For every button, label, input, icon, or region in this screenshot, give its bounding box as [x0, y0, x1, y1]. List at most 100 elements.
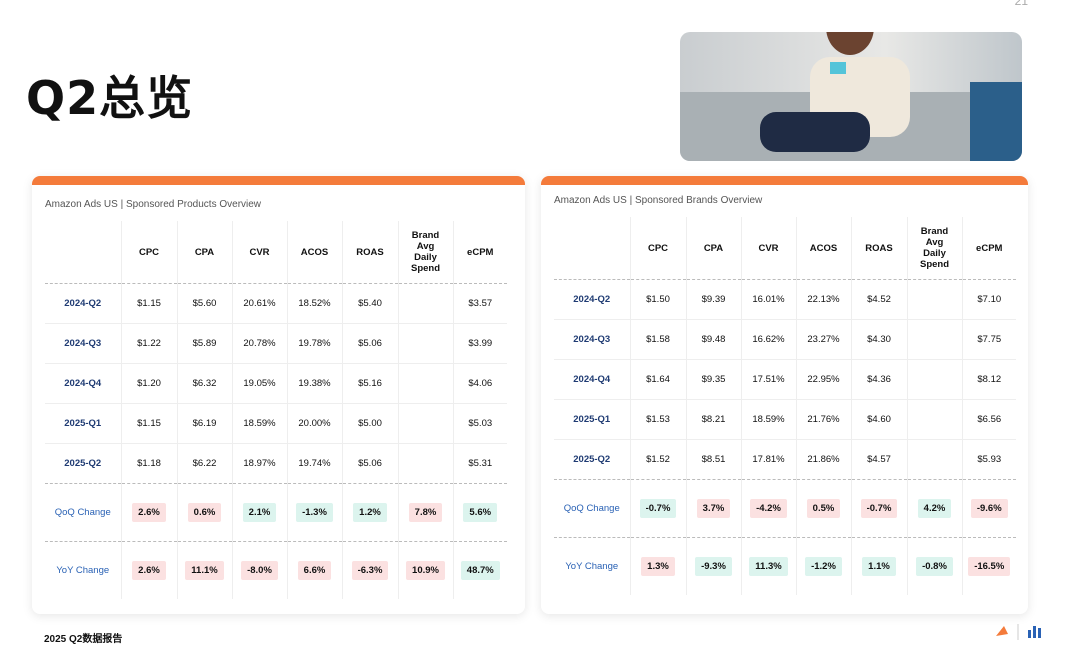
- change-badge: 1.1%: [862, 557, 896, 576]
- cell: -0.8%: [907, 537, 963, 595]
- cell: $1.58: [630, 319, 687, 360]
- cell: [398, 443, 454, 484]
- cell: 22.13%: [796, 279, 852, 320]
- cell: -1.3%: [287, 483, 343, 542]
- cell: 19.78%: [287, 323, 343, 364]
- table-row: 2024-Q3 $1.58 $9.48 16.62% 23.27% $4.30 $7.75: [554, 319, 1016, 360]
- table: CPC CPA CVR ACOS ROAS Brand Avg Daily Spend eC…: [554, 217, 1016, 595]
- cell: -0.7%: [630, 479, 687, 538]
- change-row: YoY Change 2.6% 11.1% -8.0% 6.6% -6.3% 10.9% 48…: [45, 541, 507, 599]
- change-badge: -9.3%: [695, 557, 732, 576]
- cell: 2.6%: [121, 541, 178, 599]
- row-label: 2024-Q3: [45, 323, 122, 364]
- cell: 1.2%: [342, 483, 399, 542]
- header-cell: ROAS: [342, 221, 399, 284]
- change-badge: 7.8%: [408, 503, 443, 522]
- cell: $6.19: [177, 403, 233, 444]
- cell: $9.48: [686, 319, 742, 360]
- table-card: Amazon Ads US | Sponsored Brands Overvie…: [541, 176, 1028, 614]
- table-card: Amazon Ads US | Sponsored Products Overv…: [32, 176, 525, 614]
- row-label: 2024-Q2: [554, 279, 631, 320]
- cell: $5.93: [962, 439, 1016, 480]
- cell: $6.22: [177, 443, 233, 484]
- cell: [398, 363, 454, 404]
- header-row: CPC CPA CVR ACOS ROAS Brand Avg Daily Spend eC…: [554, 217, 1016, 280]
- cell: $5.06: [342, 323, 399, 364]
- cell: [907, 439, 963, 480]
- change-badge: 2.6%: [132, 503, 166, 522]
- cell: 18.97%: [232, 443, 288, 484]
- change-row: QoQ Change 2.6% 0.6% 2.1% -1.3% 1.2% 7.8% 5.6%: [45, 483, 507, 542]
- change-badge: -9.6%: [970, 499, 1008, 518]
- photo-art: [680, 32, 1022, 161]
- cell: 0.6%: [177, 483, 233, 542]
- accent-bar: [541, 176, 1028, 185]
- cell: $1.20: [121, 363, 178, 404]
- title: Q2总览: [26, 71, 194, 125]
- table: CPC CPA CVR ACOS ROAS Brand Avg Daily Spend eC…: [45, 221, 507, 599]
- header-cell: ACOS: [796, 217, 852, 280]
- cell: $1.52: [630, 439, 687, 480]
- logo-mark: [1028, 630, 1031, 638]
- header-cell: ACOS: [287, 221, 343, 284]
- cell: -0.7%: [851, 479, 908, 538]
- cell: $7.75: [962, 319, 1016, 360]
- change-badge: -0.7%: [639, 499, 677, 518]
- cell: $4.36: [851, 359, 908, 400]
- cell: [907, 399, 963, 440]
- cell: 11.1%: [177, 541, 233, 599]
- cell: $6.32: [177, 363, 233, 404]
- row-label: 2024-Q3: [554, 319, 631, 360]
- header-row: CPC CPA CVR ACOS ROAS Brand Avg Daily Spend eC…: [45, 221, 507, 284]
- caption: Amazon Ads US | Sponsored Products Overv…: [45, 199, 262, 210]
- cell: -4.2%: [741, 479, 797, 538]
- table-row: 2025-Q1 $1.53 $8.21 18.59% 21.76% $4.60 $6.56: [554, 399, 1016, 440]
- row-label: 2025-Q2: [45, 443, 122, 484]
- change-badge: 6.6%: [297, 561, 332, 580]
- header-cell: ROAS: [851, 217, 908, 280]
- header-cell: CVR: [232, 221, 288, 284]
- cell: [907, 319, 963, 360]
- cell: 20.78%: [232, 323, 288, 364]
- table-row: 2024-Q2 $1.15 $5.60 20.61% 18.52% $5.40 $3.57: [45, 283, 507, 324]
- cell: $1.15: [121, 403, 178, 444]
- row-label: QoQ Change: [45, 483, 122, 542]
- cell: 22.95%: [796, 359, 852, 400]
- cell: 21.86%: [796, 439, 852, 480]
- cell: 1.3%: [630, 537, 687, 595]
- cell: $5.03: [453, 403, 507, 444]
- table-row: 2025-Q1 $1.15 $6.19 18.59% 20.00% $5.00 $5.03: [45, 403, 507, 444]
- cell: -16.5%: [962, 538, 1016, 596]
- cell: 3.7%: [686, 479, 742, 538]
- row-label: 2024-Q2: [45, 283, 122, 324]
- cell: $1.15: [121, 283, 178, 324]
- header-cell: eCPM: [453, 221, 507, 284]
- cell: $8.51: [686, 439, 742, 480]
- cell: [398, 403, 454, 444]
- cell: -9.6%: [962, 479, 1016, 538]
- cell: $5.31: [453, 443, 507, 484]
- change-badge: 1.3%: [641, 557, 675, 576]
- change-badge: 11.1%: [185, 561, 224, 580]
- change-badge: 1.2%: [353, 503, 387, 522]
- table-row: 2024-Q4 $1.64 $9.35 17.51% 22.95% $4.36 $8.12: [554, 359, 1016, 400]
- header-cell: CPC: [630, 217, 687, 280]
- cell: $1.53: [630, 399, 687, 440]
- cell: 20.00%: [287, 403, 343, 444]
- logo-mark: [1033, 626, 1036, 638]
- header-cell: CPA: [686, 217, 742, 280]
- cell: $9.35: [686, 359, 742, 400]
- change-badge: 48.7%: [460, 561, 500, 580]
- card: [830, 62, 846, 74]
- jeans: [760, 112, 870, 152]
- cell: $1.18: [121, 443, 178, 484]
- cell: 6.6%: [287, 541, 343, 599]
- change-badge: -1.2%: [805, 557, 842, 576]
- logo-mark: [996, 626, 1008, 636]
- logo-mark: [1038, 628, 1041, 638]
- row-label: 2024-Q4: [45, 363, 122, 404]
- cell: 2.6%: [121, 483, 178, 542]
- cell: $4.52: [851, 279, 908, 320]
- row-label: YoY Change: [554, 537, 631, 595]
